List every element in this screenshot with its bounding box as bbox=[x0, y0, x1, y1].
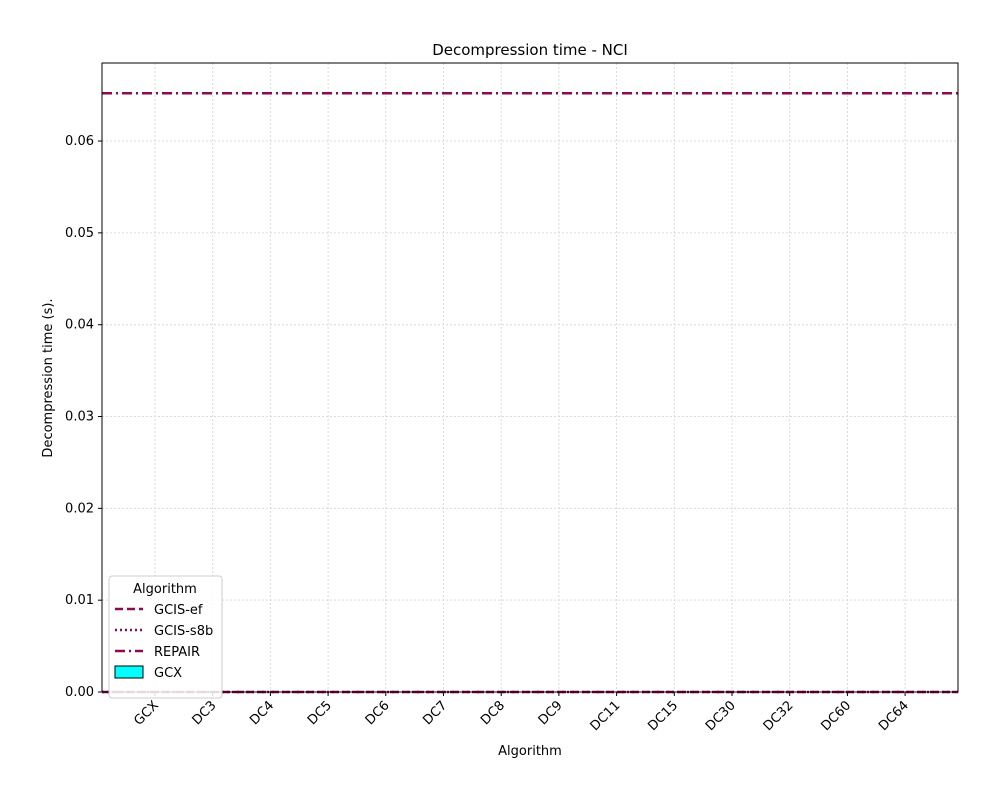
y-tick-label: 0.01 bbox=[65, 593, 94, 608]
x-tick-label: DC7 bbox=[420, 698, 450, 728]
x-tick-label: DC30 bbox=[703, 698, 739, 734]
plot-area-frame bbox=[101, 62, 959, 693]
legend-label: GCX bbox=[154, 666, 182, 681]
x-tick-label: DC32 bbox=[761, 698, 797, 734]
y-axis-label: Decompression time (s). bbox=[41, 298, 56, 457]
legend: Algorithm GCIS-ef GCIS-s8b REPAIR GCX bbox=[108, 575, 223, 699]
x-tick-label: DC6 bbox=[363, 698, 393, 728]
x-axis: GCX DC3 DC4 DC5 DC6 DC7 DC8 DC9 DC11 DC15 DC30 DC32… bbox=[131, 692, 912, 734]
y-tick-label: 0.02 bbox=[65, 501, 94, 516]
x-tick-label: DC15 bbox=[645, 698, 681, 734]
y-axis: 0.00 0.01 0.02 0.03 0.04 0.05 0.06 bbox=[65, 134, 102, 700]
chart-title: Decompression time - NCI bbox=[432, 41, 628, 59]
x-axis-label: Algorithm bbox=[498, 744, 562, 759]
x-tick-label: DC11 bbox=[588, 698, 624, 734]
x-tick-label: DC60 bbox=[818, 698, 854, 734]
x-tick-label: DC5 bbox=[305, 698, 335, 728]
legend-label: GCIS-ef bbox=[154, 603, 203, 618]
reference-lines bbox=[102, 92, 958, 694]
y-tick-label: 0.00 bbox=[65, 685, 94, 700]
x-tick-label: DC8 bbox=[478, 698, 508, 728]
legend-title: Algorithm bbox=[133, 582, 197, 597]
legend-label: GCIS-s8b bbox=[154, 624, 213, 639]
y-tick-label: 0.04 bbox=[65, 318, 94, 333]
grid bbox=[102, 63, 958, 693]
y-tick-label: 0.05 bbox=[65, 226, 94, 241]
legend-label: REPAIR bbox=[154, 645, 200, 660]
y-tick-label: 0.06 bbox=[65, 134, 94, 149]
x-tick-label: DC9 bbox=[536, 698, 566, 728]
x-tick-label: DC3 bbox=[190, 698, 220, 728]
x-tick-label: DC4 bbox=[247, 698, 277, 728]
legend-swatch bbox=[114, 665, 144, 679]
x-tick-label: GCX bbox=[131, 698, 162, 729]
x-tick-label: DC64 bbox=[876, 698, 912, 734]
y-tick-label: 0.03 bbox=[65, 410, 94, 425]
